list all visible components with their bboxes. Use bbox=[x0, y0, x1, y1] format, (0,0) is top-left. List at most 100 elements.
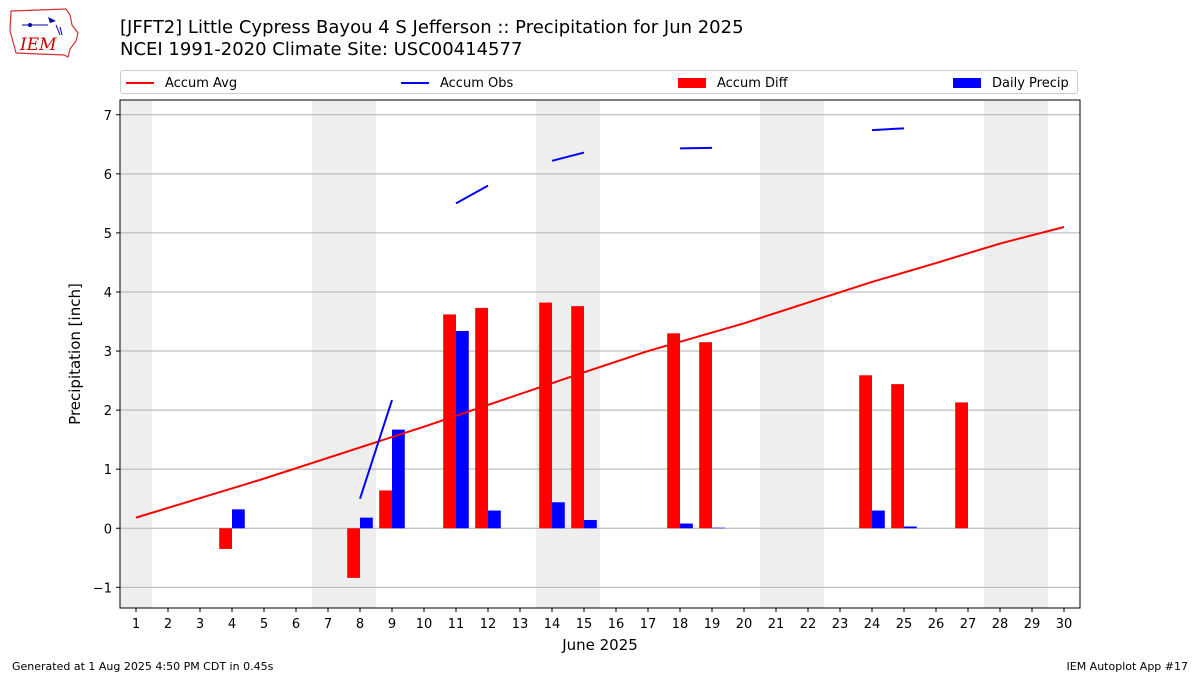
x-tick-label: 14 bbox=[544, 617, 561, 632]
x-tick-label: 20 bbox=[736, 617, 753, 632]
legend-swatch-accum-avg bbox=[126, 82, 154, 84]
y-tick-label: 0 bbox=[104, 522, 112, 537]
daily-precip-bar-day-11 bbox=[456, 330, 469, 529]
accum-diff-bar-day-4 bbox=[219, 528, 232, 549]
x-axis: 1 2 3 4 5 6 7 8 9 10 11 12 13 14 15 16 17 18 19 20 21 22 23 24 2… bbox=[132, 608, 1072, 632]
weekend-band-4 bbox=[760, 100, 824, 608]
x-tick-label: 23 bbox=[832, 617, 849, 632]
weekend-bands bbox=[120, 100, 1048, 608]
daily-precip-bar-day-25 bbox=[904, 526, 917, 529]
x-tick-label: 19 bbox=[704, 617, 721, 632]
x-tick-label: 24 bbox=[864, 617, 881, 632]
accum-diff-bar-day-25 bbox=[891, 384, 904, 529]
daily-precip-bar-day-18 bbox=[680, 523, 693, 529]
accum-obs-segment-5 bbox=[871, 127, 905, 132]
y-tick-label: 2 bbox=[104, 404, 112, 419]
legend-item-accum-avg: Accum Avg bbox=[126, 74, 237, 92]
x-tick-label: 26 bbox=[928, 617, 945, 632]
x-tick-label: 2 bbox=[164, 617, 172, 632]
daily-precip-bar-day-19 bbox=[712, 527, 725, 529]
y-tick-label: 3 bbox=[104, 345, 112, 360]
legend-label-accum-obs: Accum Obs bbox=[440, 75, 514, 91]
legend-swatch-daily-precip bbox=[953, 78, 981, 88]
legend-item-daily-precip: Daily Precip bbox=[953, 74, 1069, 92]
chart-subtitle: NCEI 1991-2020 Climate Site: USC00414577 bbox=[120, 39, 523, 60]
iowa-state-outline-icon bbox=[9, 8, 79, 58]
y-axis-label: Precipitation [inch] bbox=[66, 283, 84, 425]
accum-diff-bar-day-19 bbox=[699, 342, 712, 529]
accum-obs-segment-4 bbox=[679, 146, 713, 150]
generated-timestamp: Generated at 1 Aug 2025 4:50 PM CDT in 0… bbox=[12, 660, 274, 673]
x-tick-label: 30 bbox=[1056, 617, 1073, 632]
daily-precip-bar-day-14 bbox=[552, 502, 565, 529]
chart-title: [JFFT2] Little Cypress Bayou 4 S Jeffers… bbox=[120, 17, 744, 38]
x-tick-label: 3 bbox=[196, 617, 204, 632]
x-tick-label: 6 bbox=[292, 617, 300, 632]
weekend-band-1 bbox=[120, 100, 152, 608]
daily-precip-bar-day-8 bbox=[360, 517, 373, 529]
x-tick-label: 12 bbox=[480, 617, 497, 632]
legend-item-accum-obs: Accum Obs bbox=[401, 74, 513, 92]
x-tick-label: 29 bbox=[1024, 617, 1041, 632]
daily-precip-bar-day-24 bbox=[872, 510, 885, 529]
y-tick-label: −1 bbox=[93, 581, 112, 596]
y-tick-label: 5 bbox=[104, 227, 112, 242]
accum-diff-bar-day-18 bbox=[667, 333, 680, 529]
bar-series bbox=[219, 302, 968, 578]
x-axis-label: June 2025 bbox=[561, 636, 638, 654]
x-tick-label: 27 bbox=[960, 617, 977, 632]
accum-diff-bar-day-11 bbox=[443, 314, 456, 529]
accum-diff-bar-day-12 bbox=[475, 307, 488, 529]
accum-obs-segment-1 bbox=[359, 399, 393, 500]
accum-diff-bar-day-24 bbox=[859, 375, 872, 529]
legend-swatch-accum-diff bbox=[678, 78, 706, 88]
plot-area bbox=[119, 99, 1081, 609]
weekend-band-2 bbox=[312, 100, 376, 608]
accum-diff-bar-day-27 bbox=[955, 402, 968, 529]
daily-precip-bar-day-4 bbox=[232, 509, 245, 529]
iem-logo: IEM bbox=[9, 8, 79, 58]
accum-diff-bar-day-15 bbox=[571, 306, 584, 529]
x-tick-label: 5 bbox=[260, 617, 268, 632]
accum-diff-bar-day-8 bbox=[347, 528, 360, 578]
accum-obs-segment-3 bbox=[551, 151, 585, 162]
daily-precip-bar-day-9 bbox=[392, 429, 405, 529]
weekend-band-5 bbox=[984, 100, 1048, 608]
y-tick-label: 7 bbox=[104, 109, 112, 124]
x-tick-label: 18 bbox=[672, 617, 689, 632]
x-tick-label: 25 bbox=[896, 617, 913, 632]
accum-diff-bar-day-9 bbox=[379, 490, 392, 529]
legend-label-accum-diff: Accum Diff bbox=[717, 75, 788, 91]
daily-precip-bar-day-15 bbox=[584, 519, 597, 529]
chart-legend: Accum Avg Accum Obs Accum Diff Daily Pre… bbox=[120, 70, 1078, 94]
y-gridlines bbox=[120, 114, 1080, 588]
y-tick-label: 1 bbox=[104, 463, 112, 478]
x-tick-label: 17 bbox=[640, 617, 657, 632]
y-axis: −1 0 1 2 3 4 5 6 7 bbox=[93, 109, 120, 596]
x-tick-label: 22 bbox=[800, 617, 817, 632]
legend-label-daily-precip: Daily Precip bbox=[992, 75, 1069, 91]
x-tick-label: 1 bbox=[132, 617, 140, 632]
x-tick-label: 21 bbox=[768, 617, 785, 632]
daily-precip-bar-day-12 bbox=[488, 510, 501, 529]
app-credit: IEM Autoplot App #17 bbox=[1066, 660, 1189, 673]
x-tick-label: 10 bbox=[416, 617, 433, 632]
legend-label-accum-avg: Accum Avg bbox=[165, 75, 238, 91]
accum-obs-segment-2 bbox=[455, 184, 489, 205]
x-tick-label: 7 bbox=[324, 617, 332, 632]
x-tick-label: 16 bbox=[608, 617, 625, 632]
x-tick-label: 8 bbox=[356, 617, 364, 632]
x-tick-label: 11 bbox=[448, 617, 465, 632]
legend-item-accum-diff: Accum Diff bbox=[678, 74, 788, 92]
logo-text: IEM bbox=[19, 35, 57, 55]
line-series bbox=[135, 127, 1065, 519]
x-tick-label: 28 bbox=[992, 617, 1009, 632]
y-tick-label: 4 bbox=[104, 286, 112, 301]
x-tick-label: 4 bbox=[228, 617, 236, 632]
accum-avg-line bbox=[135, 226, 1065, 519]
x-tick-label: 9 bbox=[388, 617, 396, 632]
accum-diff-bar-day-14 bbox=[539, 302, 552, 529]
y-tick-label: 6 bbox=[104, 168, 112, 183]
legend-swatch-accum-obs bbox=[401, 82, 429, 84]
